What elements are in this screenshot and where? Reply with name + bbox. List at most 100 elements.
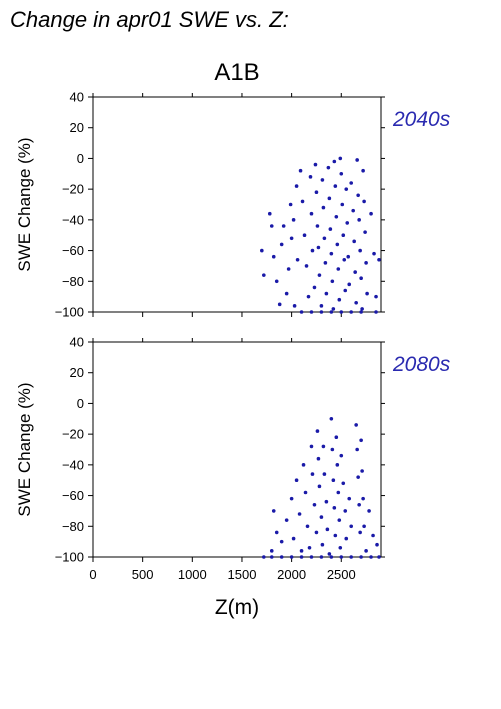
data-point — [359, 310, 363, 314]
data-point — [319, 310, 324, 314]
data-point — [312, 502, 317, 507]
y-tick-label: −80 — [62, 274, 84, 289]
data-point — [284, 291, 289, 296]
data-point — [354, 300, 358, 305]
y-tick-label: 40 — [70, 335, 84, 350]
data-point — [344, 536, 349, 541]
y-tick-label: 40 — [70, 90, 84, 105]
data-point — [329, 555, 334, 559]
data-point — [353, 270, 357, 274]
data-point — [369, 211, 373, 216]
data-point — [334, 435, 339, 440]
data-point — [357, 502, 361, 507]
data-point — [367, 509, 371, 513]
data-point — [315, 224, 320, 228]
x-tick-label: 0 — [89, 567, 96, 582]
data-point — [269, 224, 274, 228]
data-point — [284, 518, 289, 522]
data-point — [336, 267, 341, 271]
data-point — [345, 221, 350, 225]
data-point — [267, 211, 272, 216]
data-point — [365, 291, 369, 296]
data-point — [338, 545, 343, 550]
data-point — [292, 304, 297, 308]
data-point — [340, 202, 345, 207]
y-tick-label: −60 — [62, 488, 84, 503]
y-tick-label: −60 — [62, 243, 84, 258]
data-point — [329, 251, 334, 256]
y-tick-label: −40 — [62, 457, 84, 472]
y-tick-label: 20 — [70, 365, 84, 380]
data-point — [320, 178, 325, 182]
plot-frame — [92, 96, 382, 313]
data-point — [358, 530, 362, 535]
data-point — [294, 184, 299, 188]
data-point — [327, 552, 332, 556]
y-tick-label: 0 — [77, 151, 84, 166]
data-point — [344, 187, 349, 191]
data-point — [355, 447, 359, 452]
data-point — [346, 254, 351, 259]
data-point — [314, 530, 319, 535]
panel-2080s: 40 20 0 −20 −40 −60 −80 −100 0 500 1000 1500 2000 250… — [15, 335, 451, 583]
data-point — [335, 242, 340, 247]
data-point — [322, 472, 327, 476]
data-point — [333, 184, 338, 188]
data-point — [337, 518, 342, 522]
data-point — [364, 261, 368, 265]
data-point — [299, 310, 304, 314]
data-point — [377, 555, 381, 559]
data-point — [361, 496, 365, 501]
data-point — [327, 196, 332, 201]
data-point — [319, 555, 324, 559]
data-point — [316, 245, 321, 250]
data-point — [291, 218, 296, 222]
data-point — [309, 211, 314, 216]
data-point — [335, 463, 340, 467]
data-point — [279, 539, 284, 544]
data-point — [309, 444, 314, 449]
data-point — [359, 555, 363, 559]
data-point — [375, 542, 379, 547]
y-tick-label: −20 — [62, 182, 84, 197]
data-point — [339, 310, 344, 314]
x-axis-label: Z(m) — [215, 596, 259, 619]
data-point — [354, 423, 358, 427]
data-point — [262, 273, 266, 277]
data-point — [374, 310, 378, 314]
data-point — [319, 304, 324, 308]
data-point — [307, 545, 312, 550]
data-point — [295, 257, 300, 262]
y-axis-label: SWE Change (%) — [15, 137, 34, 271]
data-point — [262, 555, 266, 559]
y-tick-label: −100 — [55, 305, 84, 320]
data-point — [369, 555, 373, 559]
data-point — [324, 291, 329, 296]
data-point — [374, 294, 378, 299]
data-point — [372, 251, 376, 256]
data-point — [269, 549, 274, 553]
y-tick-label: −100 — [55, 550, 84, 565]
y-tick-label: −40 — [62, 212, 84, 227]
data-point — [271, 509, 276, 513]
data-point — [297, 512, 302, 516]
data-point — [338, 156, 343, 161]
period-label: 2040s — [392, 108, 451, 131]
data-point — [288, 202, 293, 207]
data-point — [289, 555, 294, 559]
data-point — [302, 233, 307, 238]
data-point — [277, 302, 282, 307]
data-point — [356, 475, 360, 479]
data-point — [331, 307, 336, 311]
data-point — [332, 159, 337, 164]
data-point — [339, 171, 344, 176]
data-point — [358, 248, 362, 253]
x-tick-label: 2000 — [277, 567, 306, 582]
data-point — [309, 310, 314, 314]
data-point — [331, 478, 336, 483]
data-point — [320, 542, 325, 547]
x-tick-label: 2500 — [327, 567, 356, 582]
panel-2040s: 40 20 0 −20 −40 −60 −80 −100 SWE Change (%) 2040s — [15, 90, 451, 320]
data-point — [341, 481, 346, 486]
x-tick-label: 1500 — [228, 567, 257, 582]
